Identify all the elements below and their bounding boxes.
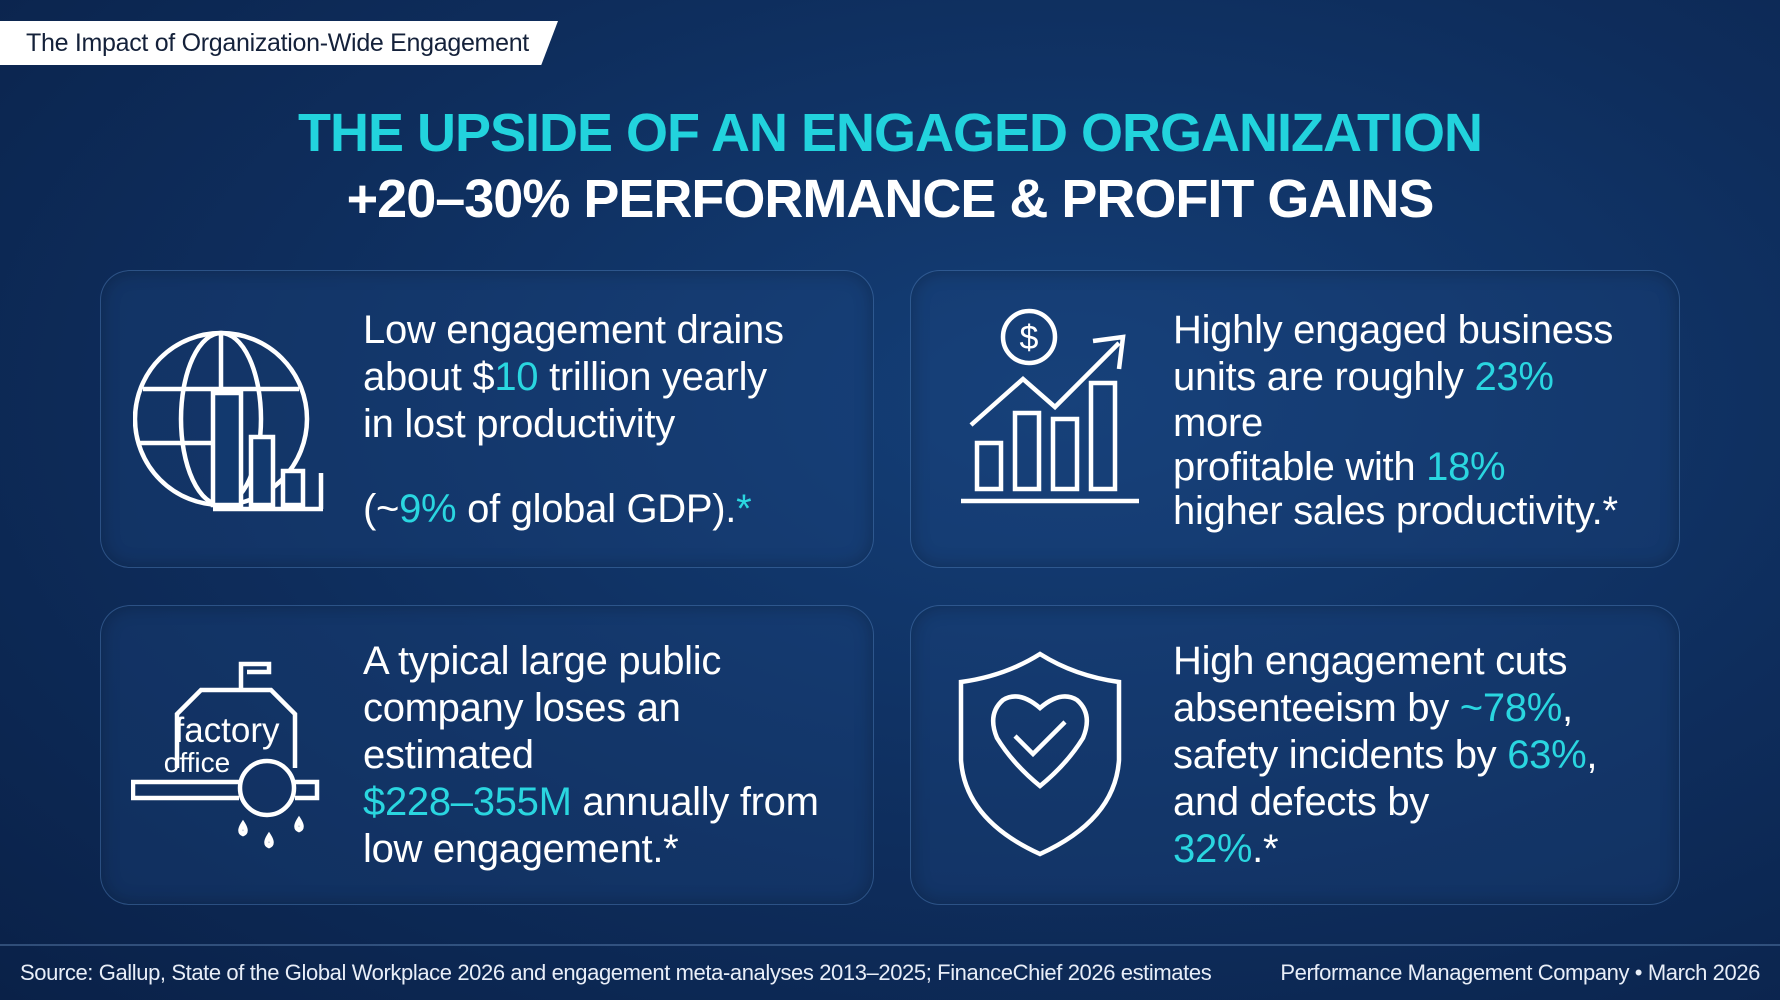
factory-office-icon: factory office [131, 661, 320, 849]
card-text-line: (~9% of global GDP).* [363, 486, 784, 533]
text: about $ [363, 355, 495, 399]
stat-card-company-loss: factory office A typical large public co… [100, 605, 874, 905]
text: annually from [571, 780, 819, 824]
card-text-line: units are roughly 23% [1173, 354, 1618, 401]
page-subtitle: +20–30% PERFORMANCE & PROFIT GAINS [346, 169, 1435, 229]
highlight-value: 9% [399, 487, 457, 531]
text: , [1586, 733, 1598, 777]
card-text-line: absenteeism by ~78%, [1173, 685, 1597, 732]
text: profitable with [1173, 445, 1427, 489]
card-text-line: higher sales productivity.* [1173, 489, 1618, 533]
card-text-line: A typical large public [363, 639, 722, 683]
page-title: THE UPSIDE OF AN ENGAGED ORGANIZATION [297, 103, 1483, 163]
globe-bar-chart-icon [133, 330, 324, 512]
text: .* [1252, 827, 1279, 871]
highlight-value: $228–355M [363, 780, 572, 824]
icon-label-office: office [164, 747, 230, 778]
highlight-value: 32% [1173, 827, 1253, 871]
footer-credit: Performance Management Company • March 2… [1280, 960, 1760, 985]
text: absenteeism by [1173, 686, 1460, 730]
svg-text:$: $ [1020, 319, 1039, 357]
card-text-line: profitable with 18% [1173, 445, 1618, 489]
text: units are roughly [1173, 355, 1475, 399]
card-text-line: safety incidents by 63%, [1173, 732, 1597, 779]
highlight-value: 63% [1507, 733, 1587, 777]
card-text-line: about $10 trillion yearly [363, 354, 784, 401]
card-text-line: Low engagement drains [363, 308, 784, 352]
icon-label-factory: factory [174, 711, 280, 750]
highlight-value: 18% [1426, 445, 1506, 489]
text: trillion yearly [538, 355, 767, 399]
card-text-line: Highly engaged business [1173, 308, 1614, 352]
dollar-growth-chart-icon: $ [961, 308, 1139, 504]
card-text-line: more [1173, 401, 1263, 445]
card-text-line: in lost productivity [363, 402, 675, 446]
shield-heart-check-icon [958, 651, 1122, 857]
stat-card-absenteeism: High engagement cuts absenteeism by ~78%… [910, 605, 1680, 905]
stat-card-profitability: $ Highly engaged business units are roug… [910, 270, 1680, 568]
card-text-line: $228–355M annually from [363, 779, 819, 826]
card-text-line: and defects by [1173, 780, 1429, 824]
text: safety incidents by [1173, 733, 1508, 777]
header-tag: The Impact of Organization-Wide Engageme… [0, 21, 558, 65]
highlight-value: ~78% [1459, 686, 1563, 730]
card-text-line: High engagement cuts [1173, 639, 1568, 683]
footnote-mark: * [736, 487, 752, 531]
text: (~ [363, 487, 400, 531]
footer-divider [0, 944, 1780, 946]
highlight-value: 10 [494, 355, 539, 399]
card-text-line: estimated [363, 733, 534, 777]
spacer [363, 448, 784, 486]
stat-card-lost-productivity: Low engagement drains about $10 trillion… [100, 270, 874, 568]
card-text-line: low engagement.* [363, 827, 679, 871]
text: , [1562, 686, 1573, 730]
card-text-line: 32%.* [1173, 826, 1597, 873]
text: of global GDP). [456, 487, 737, 531]
card-text-line: company loses an [363, 686, 681, 730]
highlight-value: 23% [1474, 355, 1554, 399]
footer-source: Source: Gallup, State of the Global Work… [20, 960, 1212, 985]
